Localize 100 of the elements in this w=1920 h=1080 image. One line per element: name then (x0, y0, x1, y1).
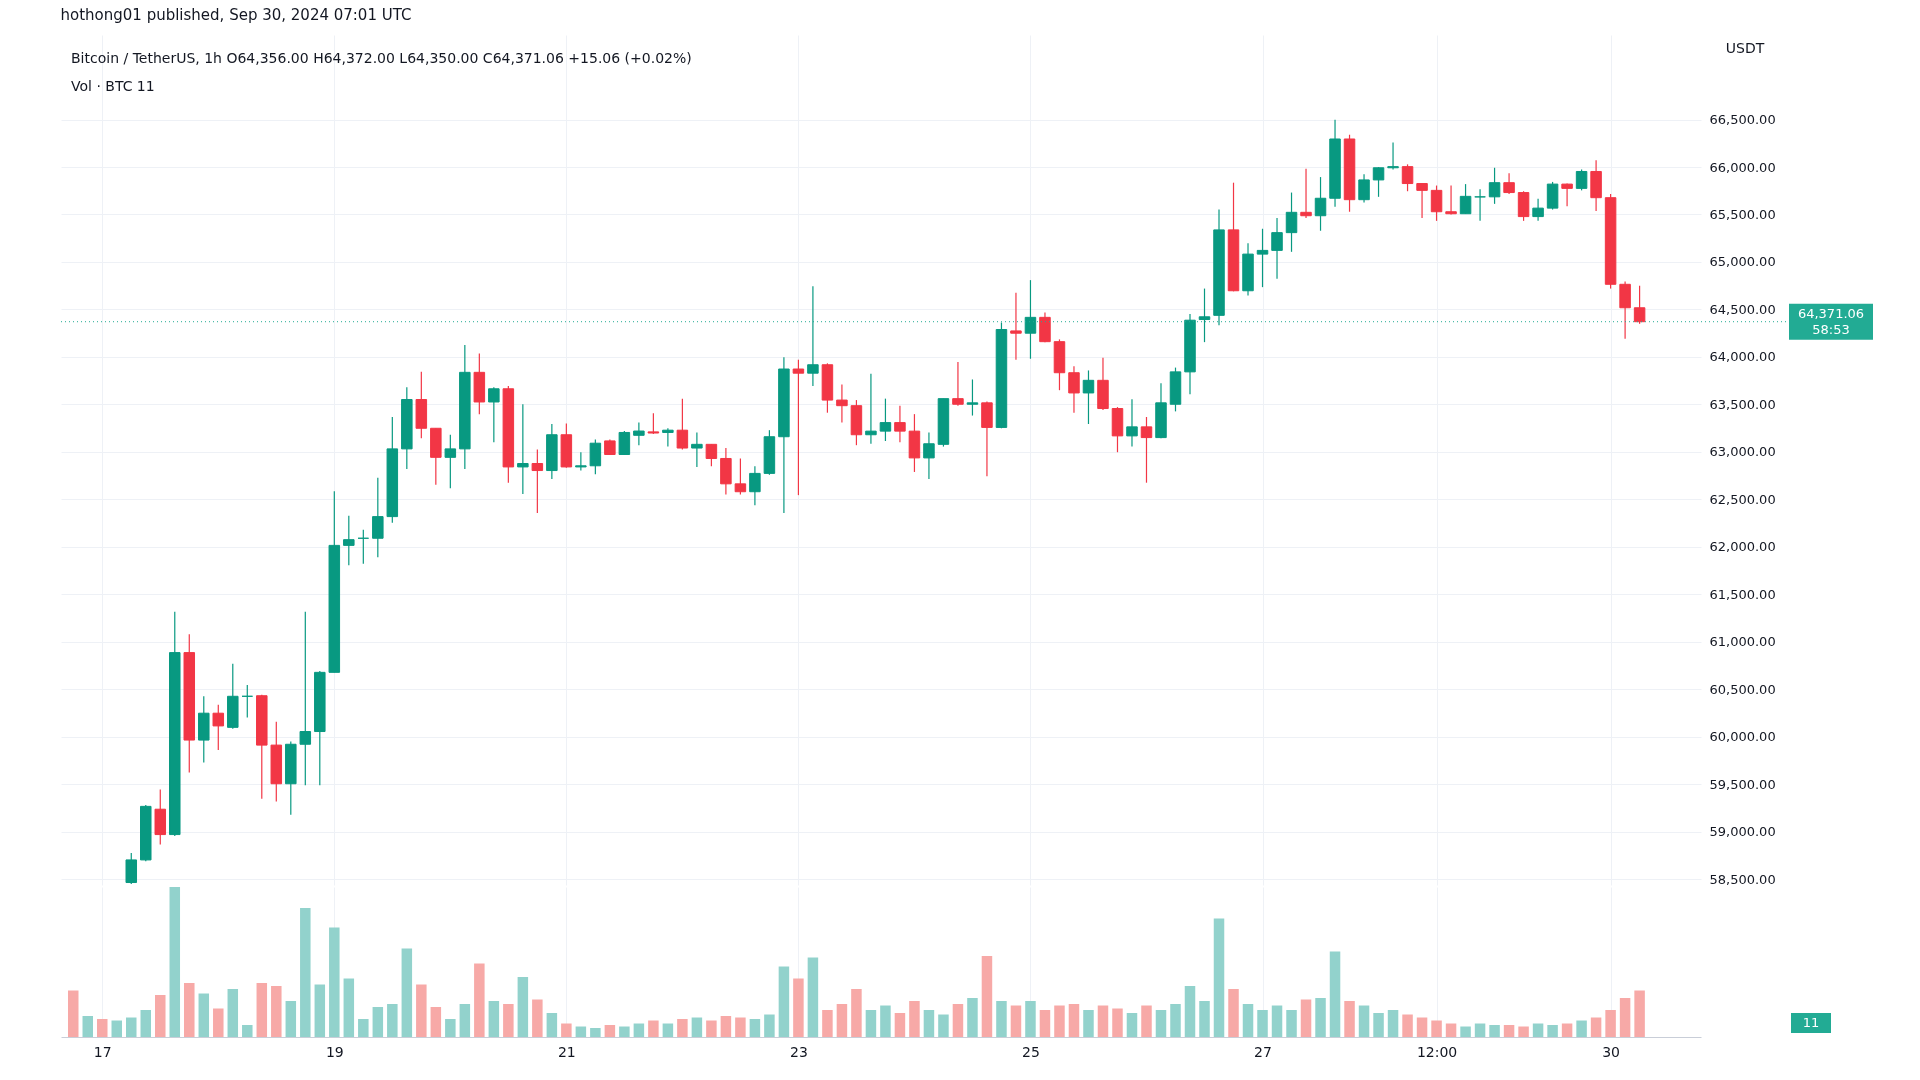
candlestick (531, 448, 544, 514)
bar (967, 998, 978, 1037)
candlestick (1401, 163, 1414, 192)
bar (1474, 1023, 1486, 1037)
bar (1358, 1005, 1370, 1037)
bar (619, 1026, 630, 1037)
bar (1402, 1014, 1413, 1037)
candlestick (1416, 182, 1428, 219)
bar (633, 1023, 645, 1037)
candlestick (865, 373, 877, 445)
candlestick (923, 431, 935, 480)
bar (807, 957, 819, 1037)
bar (1561, 1023, 1573, 1037)
bar (1010, 1005, 1022, 1037)
y-tick-label: 58,500.00 (1709, 871, 1776, 887)
bar (1315, 998, 1326, 1037)
bar (1054, 1005, 1065, 1037)
bar (271, 986, 282, 1037)
candlestick (1430, 184, 1443, 222)
candlestick (1140, 416, 1153, 484)
bar (82, 1016, 94, 1037)
bar (1155, 1010, 1167, 1037)
y-tick-label: 60,000.00 (1709, 729, 1776, 745)
bar (155, 995, 166, 1037)
bar (1271, 1005, 1283, 1037)
bar (1547, 1025, 1558, 1037)
bar (1025, 1001, 1036, 1037)
bar (68, 990, 79, 1037)
candlestick (372, 477, 384, 558)
candlestick (589, 438, 602, 475)
bar (865, 1010, 877, 1037)
bar (561, 1023, 572, 1037)
text: Bitcoin / TetherUS, 1h O64,356.00 H64,372.00 L64,350.00 C64,371.06 +15.06 (+0.02%) (71, 50, 692, 66)
candlestick (1358, 173, 1370, 204)
candlestick (1445, 184, 1457, 216)
y-tick-label: 66,000.00 (1709, 159, 1776, 175)
candlestick (676, 398, 689, 451)
y-tick-label: 61,000.00 (1709, 634, 1776, 650)
candlestick (1198, 287, 1211, 343)
ref-line-label: 64,371.06 (1797, 305, 1865, 321)
candlestick (517, 403, 529, 495)
bar (1329, 951, 1341, 1037)
bar (1039, 1010, 1051, 1037)
bar (909, 1001, 920, 1037)
bar (1213, 918, 1225, 1037)
bar (1416, 1017, 1428, 1037)
x-tick-label: 12:00 (1416, 1043, 1458, 1060)
bar (285, 1001, 297, 1037)
bar (1199, 1001, 1210, 1037)
candlestick (1459, 183, 1472, 215)
bar (1228, 989, 1239, 1037)
chart-title: hothong01 published, Sep 30, 2024 07:01 UTC (60, 6, 412, 24)
candlestick (1633, 285, 1646, 325)
bar (749, 1019, 761, 1037)
y-tick-label: 64,500.00 (1709, 301, 1776, 317)
candlestick (1503, 172, 1515, 195)
y-tick-label: 64,000.00 (1709, 349, 1776, 365)
bar (1300, 999, 1312, 1037)
candlestick (1575, 168, 1588, 191)
candlestick (444, 434, 457, 489)
text: 58:53 (1812, 321, 1850, 337)
candlestick (125, 852, 138, 885)
bar (314, 984, 326, 1037)
bar (184, 983, 195, 1037)
bar (764, 1014, 775, 1037)
candlestick (212, 704, 225, 751)
candlestick (488, 386, 500, 443)
bar (1257, 1010, 1268, 1037)
candlestick (343, 515, 355, 566)
bar (1141, 1005, 1152, 1037)
y-tick-label: 63,500.00 (1709, 396, 1776, 412)
bar (720, 1016, 732, 1037)
bar (256, 983, 268, 1037)
bar (503, 1004, 514, 1037)
candlestick (1285, 191, 1298, 253)
y-tick-label: 65,500.00 (1709, 207, 1776, 222)
bar (894, 1013, 906, 1037)
y-tick-label: 62,500.00 (1709, 491, 1776, 507)
bar (778, 966, 790, 1037)
bar (981, 956, 993, 1037)
bar (401, 948, 413, 1037)
bar (1518, 1026, 1529, 1037)
candlestick (1256, 228, 1269, 288)
candlestick (1488, 167, 1501, 205)
bar (1489, 1025, 1500, 1037)
bar (1112, 1008, 1123, 1037)
y-tick-label: 66,500.00 (1709, 112, 1776, 128)
bar (677, 1019, 688, 1037)
bar (532, 999, 543, 1037)
candlestick (1561, 182, 1573, 207)
candlestick (618, 430, 631, 456)
candlestick (1372, 166, 1385, 198)
bar (1286, 1010, 1297, 1037)
bar (1344, 1001, 1355, 1037)
bar (851, 989, 862, 1037)
candlestick (734, 457, 747, 496)
candlestick (952, 361, 964, 407)
candlestick (1387, 141, 1399, 171)
bar (952, 1004, 964, 1037)
bar (445, 1019, 456, 1037)
